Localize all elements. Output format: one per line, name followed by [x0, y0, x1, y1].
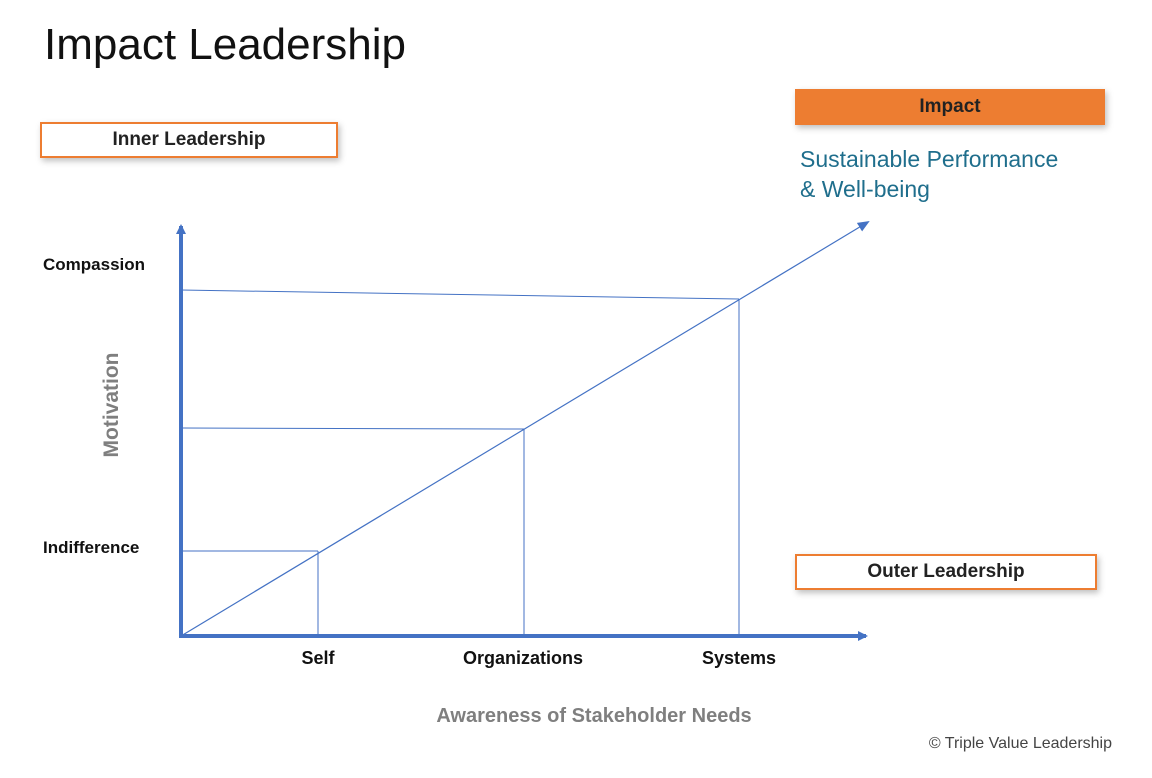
x-label-organizations: Organizations — [462, 648, 584, 668]
page-title: Impact Leadership — [44, 20, 406, 69]
impact-subtitle-line2: & Well-being — [800, 176, 930, 202]
impact-subtitle-line1: Sustainable Performance — [800, 146, 1059, 172]
y-label-indifference: Indifference — [43, 538, 140, 557]
outer-leadership-box: Outer Leadership — [795, 554, 1097, 590]
organizations-horizontal-guide — [180, 427, 525, 430]
inner-leadership-label: Inner Leadership — [112, 129, 266, 150]
y-label-compassion: Compassion — [43, 255, 146, 274]
impact-label: Impact — [919, 96, 981, 117]
systems-horizontal-guide — [180, 289, 740, 300]
outer-leadership-label: Outer Leadership — [867, 561, 1025, 582]
x-label-self: Self — [301, 648, 335, 668]
y-axis-title: Motivation — [100, 352, 123, 458]
x-axis-title: Awareness of Stakeholder Needs — [436, 705, 752, 727]
copyright-notice: © Triple Value Leadership — [928, 735, 1112, 752]
x-label-systems: Systems — [701, 648, 777, 668]
inner-leadership-box: Inner Leadership — [40, 122, 338, 158]
impact-box: Impact — [795, 89, 1105, 125]
